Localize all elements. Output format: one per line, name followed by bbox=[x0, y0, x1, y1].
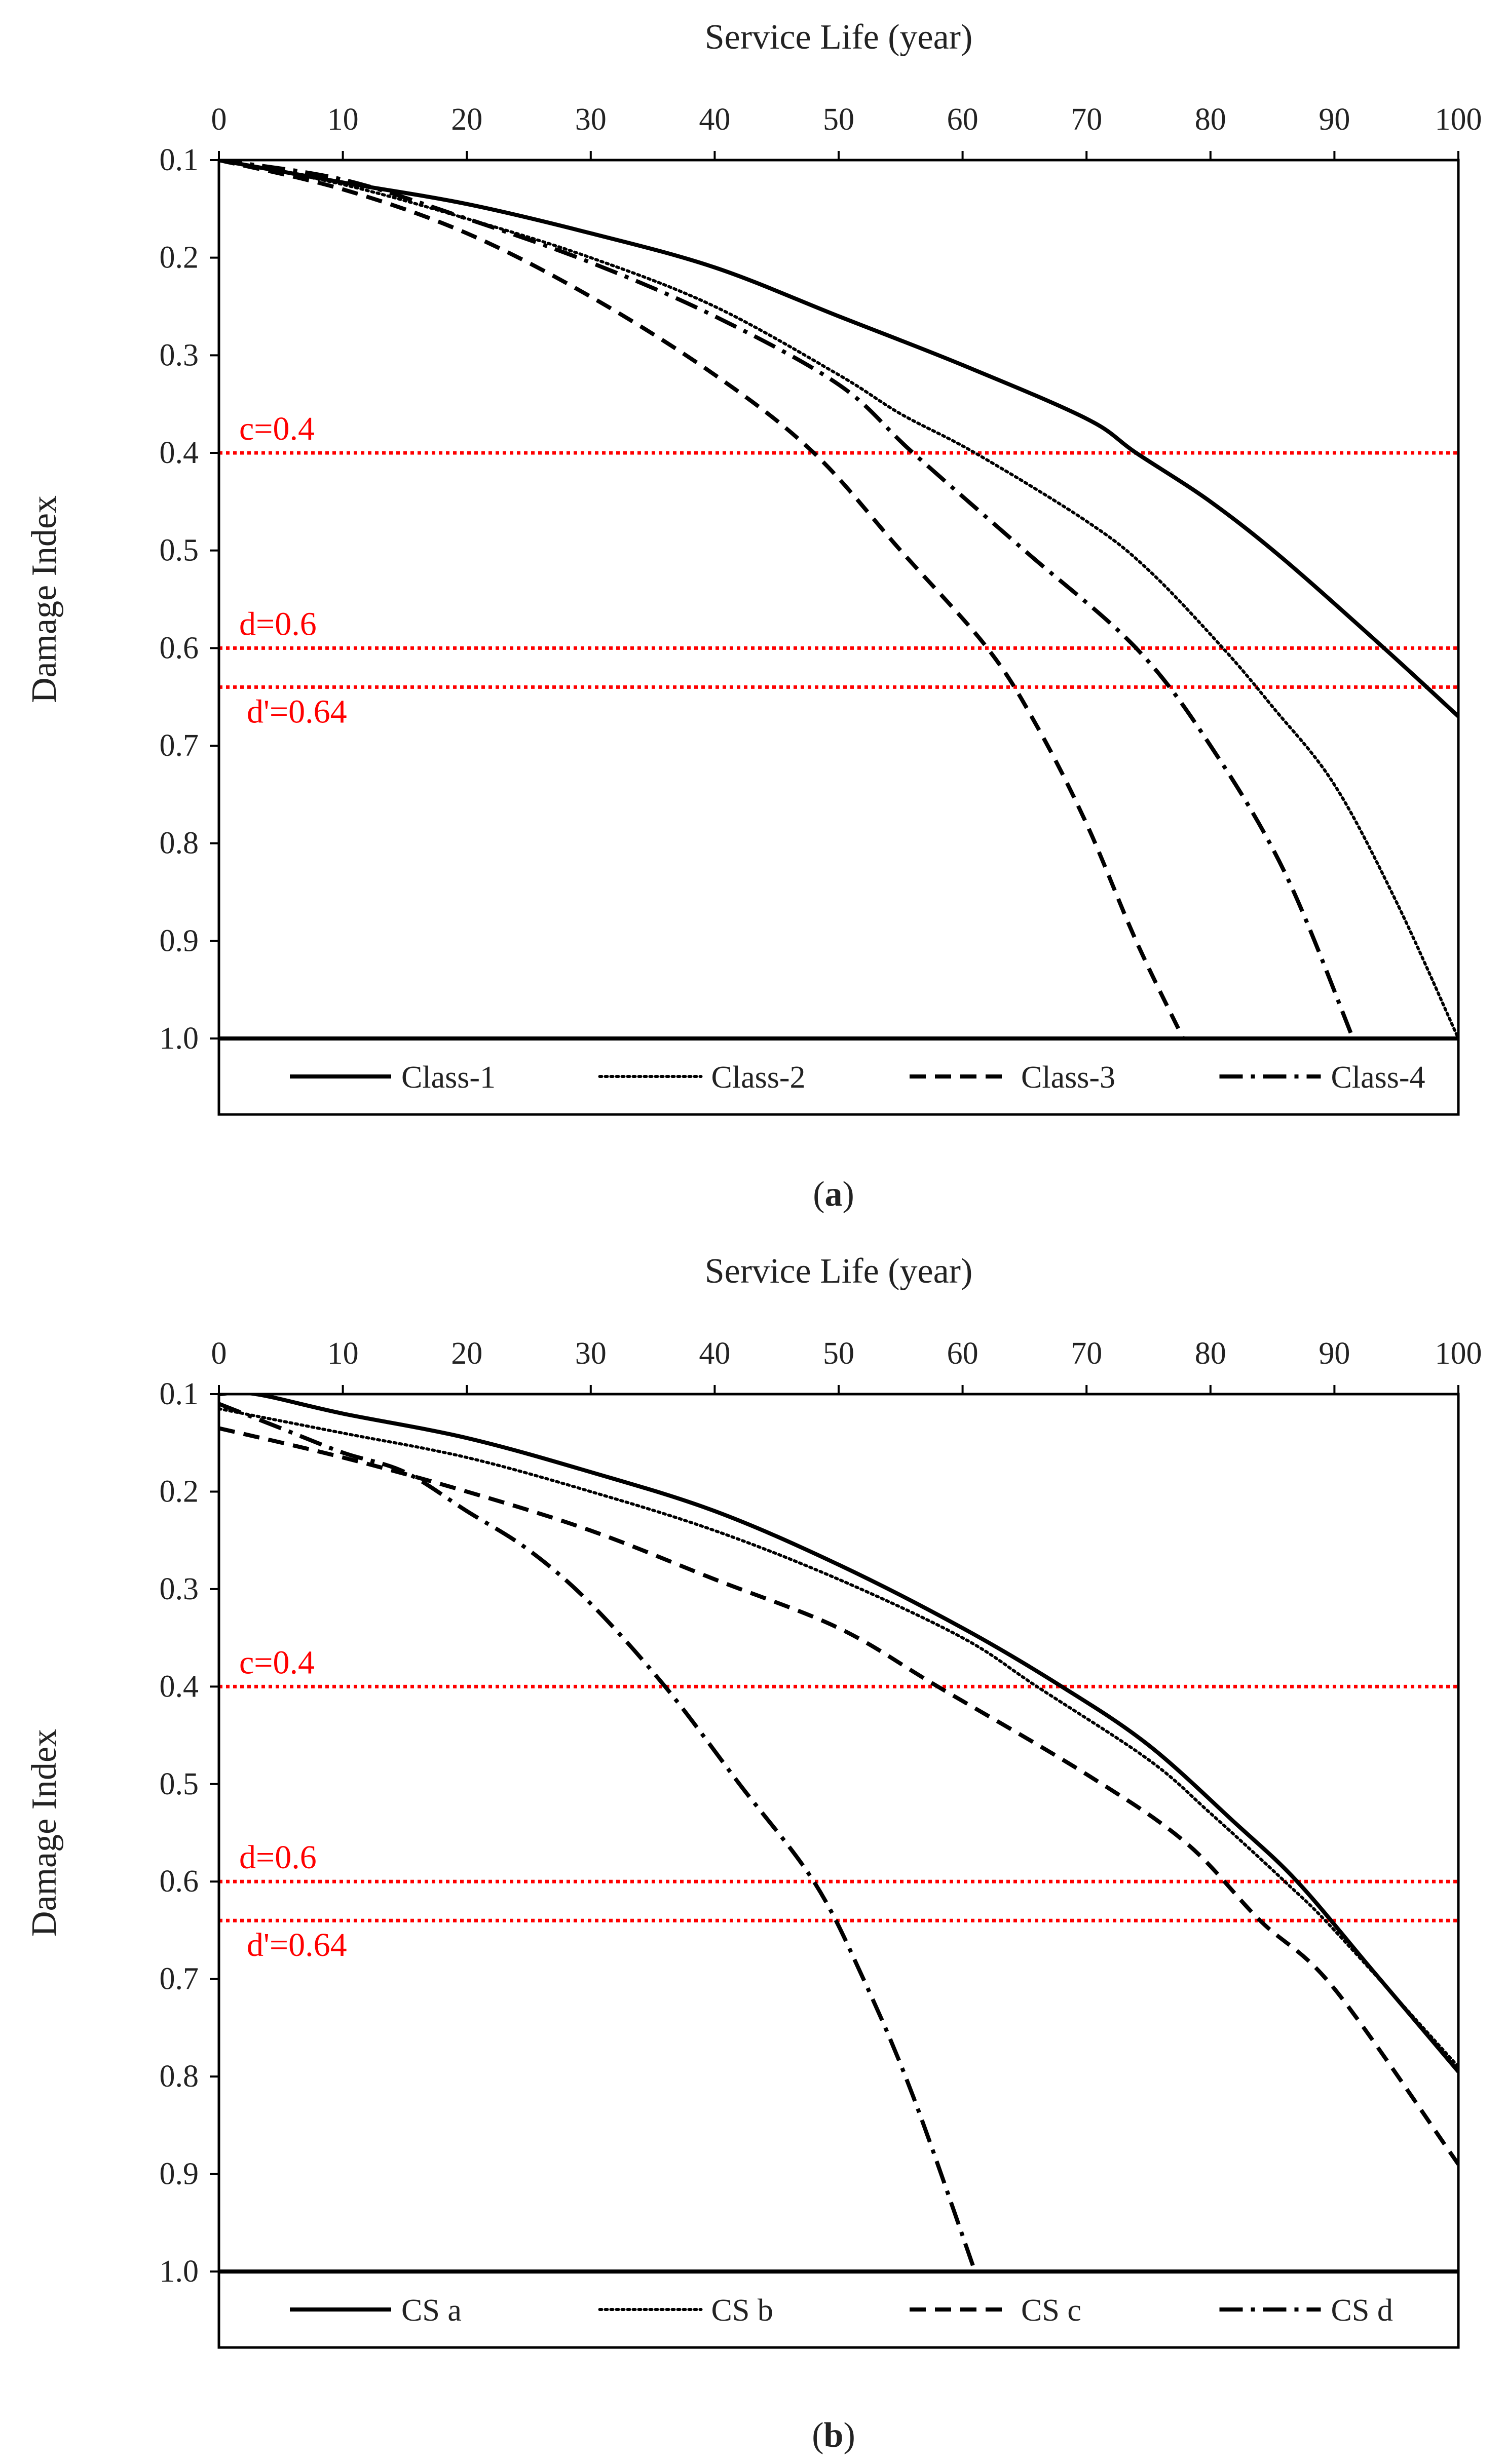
panel-caption: (b) bbox=[812, 2416, 855, 2455]
x-tick-label: 90 bbox=[1319, 1336, 1350, 1371]
caption-letter: a bbox=[825, 1175, 843, 1214]
y-tick-label: 0.6 bbox=[160, 1864, 199, 1899]
y-axis-label: Damage Index bbox=[25, 1729, 64, 1937]
x-tick-label: 90 bbox=[1319, 102, 1350, 137]
y-tick-label: 0.9 bbox=[160, 2157, 199, 2191]
x-tick-label: 10 bbox=[327, 1336, 359, 1371]
series-line-cs-b bbox=[219, 1407, 1458, 2068]
x-tick-label: 10 bbox=[327, 102, 359, 137]
caption-paren: ( bbox=[813, 1175, 824, 1214]
x-tick-label: 70 bbox=[1071, 102, 1102, 137]
caption-paren: ) bbox=[843, 2416, 855, 2455]
x-tick-label: 30 bbox=[575, 1336, 607, 1371]
x-tick-label: 0 bbox=[211, 1336, 227, 1371]
y-tick-label: 0.8 bbox=[160, 2059, 199, 2094]
x-tick-label: 40 bbox=[699, 1336, 730, 1371]
y-tick-label: 0.4 bbox=[160, 1669, 199, 1704]
y-tick-label: 1.0 bbox=[160, 1021, 199, 1056]
y-axis-label: Damage Index bbox=[25, 495, 64, 703]
legend-label: Class-3 bbox=[1021, 1060, 1115, 1095]
y-tick-label: 0.4 bbox=[160, 436, 199, 470]
panel-b: Service Life (year) Damage Index 0 10 20 30 40… bbox=[25, 1252, 1482, 2455]
x-tick-label: 70 bbox=[1071, 1336, 1102, 1371]
caption-paren: ) bbox=[843, 1175, 854, 1214]
legend-label: CS d bbox=[1331, 2293, 1393, 2328]
series-line-cs-d bbox=[219, 1402, 977, 2272]
legend-label: Class-4 bbox=[1331, 1060, 1425, 1095]
caption-paren: ( bbox=[812, 2416, 823, 2455]
y-tick-label: 0.7 bbox=[160, 1962, 199, 1996]
y-tick-label: 0.7 bbox=[160, 728, 199, 763]
x-tick-label: 0 bbox=[211, 102, 227, 137]
threshold-label: d'=0.64 bbox=[247, 693, 347, 730]
x-tick-label: 80 bbox=[1195, 1336, 1226, 1371]
y-tick-label: 0.5 bbox=[160, 533, 199, 568]
x-tick-label: 100 bbox=[1435, 102, 1482, 137]
threshold-label: d=0.6 bbox=[239, 1839, 317, 1876]
legend-box bbox=[217, 1037, 1460, 1116]
y-tick-label: 0.3 bbox=[160, 1572, 199, 1606]
plot-frame bbox=[217, 159, 1460, 1040]
y-tick-label: 0.6 bbox=[160, 631, 199, 665]
legend-label: CS a bbox=[401, 2293, 462, 2328]
legend-label: Class-1 bbox=[401, 1060, 496, 1095]
series-line-cs-a bbox=[219, 1394, 1458, 2073]
series-line-class-2 bbox=[219, 160, 1458, 1038]
y-tick-label: 1.0 bbox=[160, 2254, 199, 2289]
x-tick-label: 30 bbox=[575, 102, 607, 137]
threshold-label: c=0.4 bbox=[239, 1644, 315, 1681]
y-tick-label: 0.1 bbox=[160, 143, 199, 177]
threshold-label: c=0.4 bbox=[239, 410, 315, 447]
caption-letter: b bbox=[824, 2416, 844, 2455]
series-line-class-1 bbox=[219, 160, 1458, 718]
y-tick-label: 0.3 bbox=[160, 338, 199, 372]
x-tick-label: 20 bbox=[451, 102, 482, 137]
x-tick-label: 50 bbox=[823, 1336, 854, 1371]
legend-label: Class-2 bbox=[711, 1060, 806, 1095]
y-tick-label: 0.1 bbox=[160, 1377, 199, 1411]
x-tick-label: 80 bbox=[1195, 102, 1226, 137]
y-tick-label: 0.9 bbox=[160, 923, 199, 958]
x-axis-label: Service Life (year) bbox=[705, 18, 973, 57]
y-tick-label: 0.2 bbox=[160, 241, 199, 275]
panel-caption: (a) bbox=[813, 1175, 854, 1214]
series-line-class-4 bbox=[219, 160, 1355, 1038]
y-tick-label: 0.2 bbox=[160, 1474, 199, 1509]
series-line-cs-c bbox=[219, 1426, 1458, 2166]
panel-a: Service Life (year) Damage Index 0 10 20 30 40… bbox=[25, 18, 1482, 1214]
series-line-class-3 bbox=[219, 160, 1185, 1038]
plot-frame bbox=[217, 1393, 1460, 2273]
legend-box bbox=[217, 2270, 1460, 2349]
x-tick-label: 50 bbox=[823, 102, 854, 137]
x-tick-label: 20 bbox=[451, 1336, 482, 1371]
legend-label: CS c bbox=[1021, 2293, 1081, 2328]
x-tick-label: 100 bbox=[1435, 1336, 1482, 1371]
threshold-label: d=0.6 bbox=[239, 605, 317, 642]
threshold-label: d'=0.64 bbox=[247, 1927, 347, 1963]
y-tick-label: 0.5 bbox=[160, 1767, 199, 1801]
legend-label: CS b bbox=[711, 2293, 773, 2328]
x-axis-label: Service Life (year) bbox=[705, 1252, 973, 1291]
x-tick-label: 60 bbox=[947, 1336, 978, 1371]
x-tick-label: 60 bbox=[947, 102, 978, 137]
y-tick-label: 0.8 bbox=[160, 826, 199, 861]
x-tick-label: 40 bbox=[699, 102, 730, 137]
